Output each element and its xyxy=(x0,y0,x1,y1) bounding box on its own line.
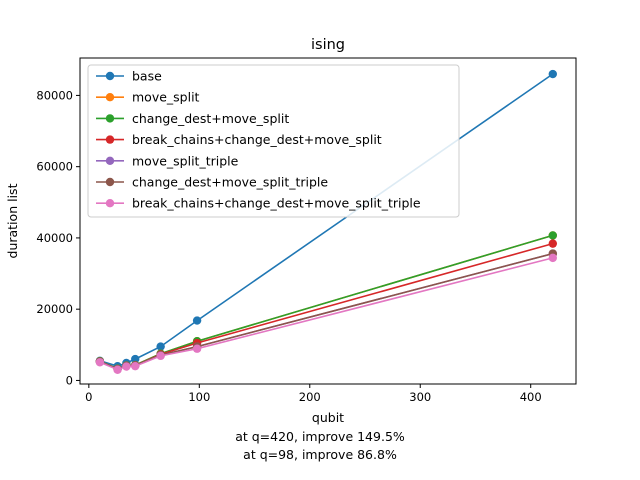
legend-marker xyxy=(105,114,115,123)
x-tick-label: 0 xyxy=(85,390,92,404)
legend-label: move_split_triple xyxy=(132,153,239,168)
plot-frame xyxy=(79,57,577,385)
series-break_chains+change_dest+move_split xyxy=(95,239,558,374)
data-point xyxy=(156,342,165,351)
data-point xyxy=(113,365,122,374)
x-tick-label: 400 xyxy=(520,390,542,404)
legend-item: move_split xyxy=(96,90,200,105)
legend-marker xyxy=(105,177,115,187)
data-point xyxy=(192,344,202,353)
legend-marker xyxy=(105,71,115,81)
y-tick-label: 80000 xyxy=(36,88,73,102)
legend-box xyxy=(87,64,460,218)
legend-marker xyxy=(105,135,115,144)
y-tick-label: 60000 xyxy=(36,160,73,174)
legend-item: change_dest+move_split xyxy=(96,111,289,126)
data-point xyxy=(156,351,165,361)
legend-label: change_dest+move_split_triple xyxy=(132,175,328,190)
series-line xyxy=(99,242,554,370)
series-line xyxy=(99,234,554,370)
legend-item: change_dest+move_split_triple xyxy=(96,175,328,190)
x-tick-label: 200 xyxy=(299,390,321,404)
legend-item: move_split_triple xyxy=(96,153,239,168)
data-point xyxy=(548,231,558,240)
chart-title: ising xyxy=(311,37,345,53)
y-axis: 0 20000 40000 60000 80000 xyxy=(36,88,80,387)
data-point xyxy=(548,239,558,248)
data-point xyxy=(548,253,558,263)
legend-label: break_chains+change_dest+move_split xyxy=(132,132,382,147)
data-point xyxy=(95,358,105,367)
caption-line-2: at q=98, improve 86.8% xyxy=(243,447,397,462)
series-change_dest+move_split xyxy=(95,231,558,373)
plot-marks xyxy=(95,69,558,374)
legend: base move_split change_dest+move_splitbrea… xyxy=(87,64,460,218)
legend-label: base xyxy=(132,69,162,84)
legend-marker xyxy=(105,199,115,208)
y-tick-label: 20000 xyxy=(36,302,73,316)
data-point xyxy=(131,354,140,364)
series-break_chains+change_dest+move_split_triple xyxy=(95,253,558,374)
legend-item: base xyxy=(96,69,162,84)
y-tick-label: 0 xyxy=(66,373,73,387)
x-tick-label: 100 xyxy=(188,390,210,404)
legend-label: move_split xyxy=(132,90,200,105)
legend-label: break_chains+change_dest+move_split_trip… xyxy=(132,196,421,211)
data-point xyxy=(192,316,202,325)
legend-item: break_chains+change_dest+move_split xyxy=(96,132,382,147)
x-axis: 0 100 200 300 400 xyxy=(85,384,542,404)
y-axis-label: duration list xyxy=(5,183,20,258)
data-point xyxy=(131,361,140,371)
data-point xyxy=(122,362,131,371)
legend-item: break_chains+change_dest+move_split_trip… xyxy=(96,196,421,211)
legend-label: change_dest+move_split xyxy=(132,111,289,126)
caption-line-1: at q=420, improve 149.5% xyxy=(235,429,405,444)
x-axis-label: qubit xyxy=(312,410,344,425)
legend-marker xyxy=(105,93,115,102)
chart: 0 100 200 300 400 0 20000 40000 60000 80000 isin… xyxy=(5,37,577,425)
x-tick-label: 300 xyxy=(409,390,431,404)
y-tick-label: 40000 xyxy=(36,231,73,245)
data-point xyxy=(548,69,558,79)
legend-marker xyxy=(105,156,115,165)
